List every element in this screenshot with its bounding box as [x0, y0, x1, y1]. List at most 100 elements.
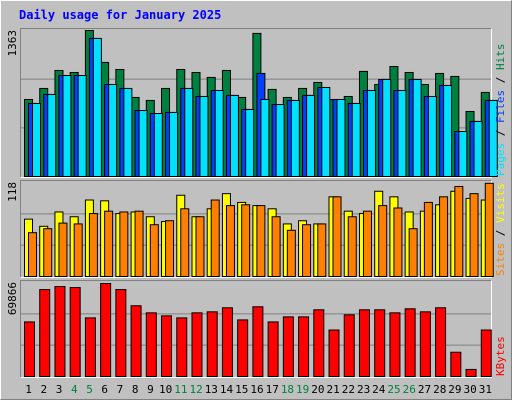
- bar: [145, 312, 157, 377]
- bar: [237, 319, 249, 377]
- x-tick-label: 21: [327, 383, 340, 396]
- bar: [39, 289, 51, 378]
- bar: [69, 287, 81, 378]
- bar: [58, 222, 68, 278]
- bar: [214, 89, 224, 177]
- bar: [313, 309, 325, 378]
- bar: [382, 78, 392, 177]
- bar: [306, 94, 316, 177]
- bar: [43, 228, 53, 277]
- y-tick-label: 69866: [6, 282, 19, 315]
- bar: [374, 309, 386, 378]
- bar: [229, 94, 239, 177]
- bar: [332, 196, 342, 278]
- bar: [408, 228, 418, 277]
- bar: [221, 307, 233, 378]
- bar: [317, 223, 327, 277]
- x-tick-label: 14: [220, 383, 234, 396]
- bar: [328, 329, 340, 377]
- x-tick-label: 4: [71, 383, 78, 396]
- x-tick-label: 26: [403, 383, 416, 396]
- bar: [336, 98, 346, 177]
- bar: [195, 216, 205, 278]
- bar: [77, 74, 87, 177]
- bar: [92, 37, 102, 177]
- bar: [165, 220, 175, 277]
- x-tick-label: 10: [159, 383, 172, 396]
- x-tick-label: 25: [387, 383, 400, 396]
- x-tick-label: 16: [250, 383, 263, 396]
- bar: [130, 305, 142, 377]
- bar: [321, 86, 331, 177]
- legend: Sites / Visits: [494, 183, 507, 276]
- bar: [176, 317, 188, 377]
- bar: [439, 196, 449, 278]
- bar: [54, 286, 66, 377]
- bar: [153, 113, 163, 177]
- x-tick-label: 8: [132, 383, 139, 396]
- x-tick-label: 6: [101, 383, 108, 396]
- bar: [366, 89, 376, 177]
- panel-border: [20, 280, 492, 378]
- bar: [138, 110, 148, 177]
- x-tick-label: 7: [117, 383, 124, 396]
- bar: [256, 205, 266, 278]
- bar: [302, 224, 312, 277]
- x-tick-label: 12: [189, 383, 202, 396]
- bar: [351, 102, 361, 177]
- legend-entry: Files: [494, 90, 507, 123]
- bar: [427, 95, 437, 177]
- x-tick-label: 5: [86, 383, 93, 396]
- bar: [298, 316, 310, 377]
- bar: [260, 98, 270, 177]
- bar: [412, 78, 422, 177]
- chart-title: Daily usage for January 2025: [19, 8, 221, 22]
- bar: [32, 102, 41, 177]
- bar: [397, 89, 407, 177]
- bar: [123, 87, 133, 177]
- x-tick-label: 9: [147, 383, 154, 396]
- x-tick-label: 23: [357, 383, 370, 396]
- bar: [134, 210, 144, 277]
- x-tick-label: 29: [448, 383, 461, 396]
- bar: [465, 368, 477, 378]
- bar: [184, 87, 194, 177]
- bar: [73, 223, 83, 277]
- bar: [47, 93, 57, 177]
- bar: [423, 201, 433, 277]
- bar: [199, 95, 209, 177]
- bar: [286, 229, 296, 278]
- bar: [473, 120, 483, 177]
- bar: [169, 111, 179, 177]
- bar: [484, 182, 494, 278]
- bar: [347, 216, 357, 278]
- x-tick-label: 11: [174, 383, 187, 396]
- panel-border: [20, 180, 492, 278]
- bar: [267, 321, 279, 377]
- bar: [191, 312, 203, 377]
- legend-entry: Visits: [494, 183, 507, 223]
- bar: [393, 207, 403, 278]
- bar: [275, 104, 285, 177]
- bar: [389, 312, 401, 377]
- bar: [252, 306, 264, 377]
- bar: [480, 329, 492, 377]
- bar: [62, 74, 72, 177]
- panel-border: [20, 28, 492, 178]
- panel-border: [20, 280, 492, 378]
- legend-entry: KBytes: [494, 336, 507, 376]
- x-tick-label: 17: [266, 383, 279, 396]
- bar: [206, 311, 218, 378]
- legend-separator: /: [494, 123, 507, 143]
- x-tick-label: 3: [56, 383, 63, 396]
- x-tick-label: 30: [464, 383, 477, 396]
- x-tick-label: 2: [41, 383, 48, 396]
- bar: [435, 307, 447, 378]
- bar: [488, 99, 498, 177]
- bar: [104, 210, 114, 277]
- legend-separator: /: [494, 70, 507, 90]
- bar: [469, 193, 479, 277]
- y-tick-label: 1363: [6, 30, 19, 57]
